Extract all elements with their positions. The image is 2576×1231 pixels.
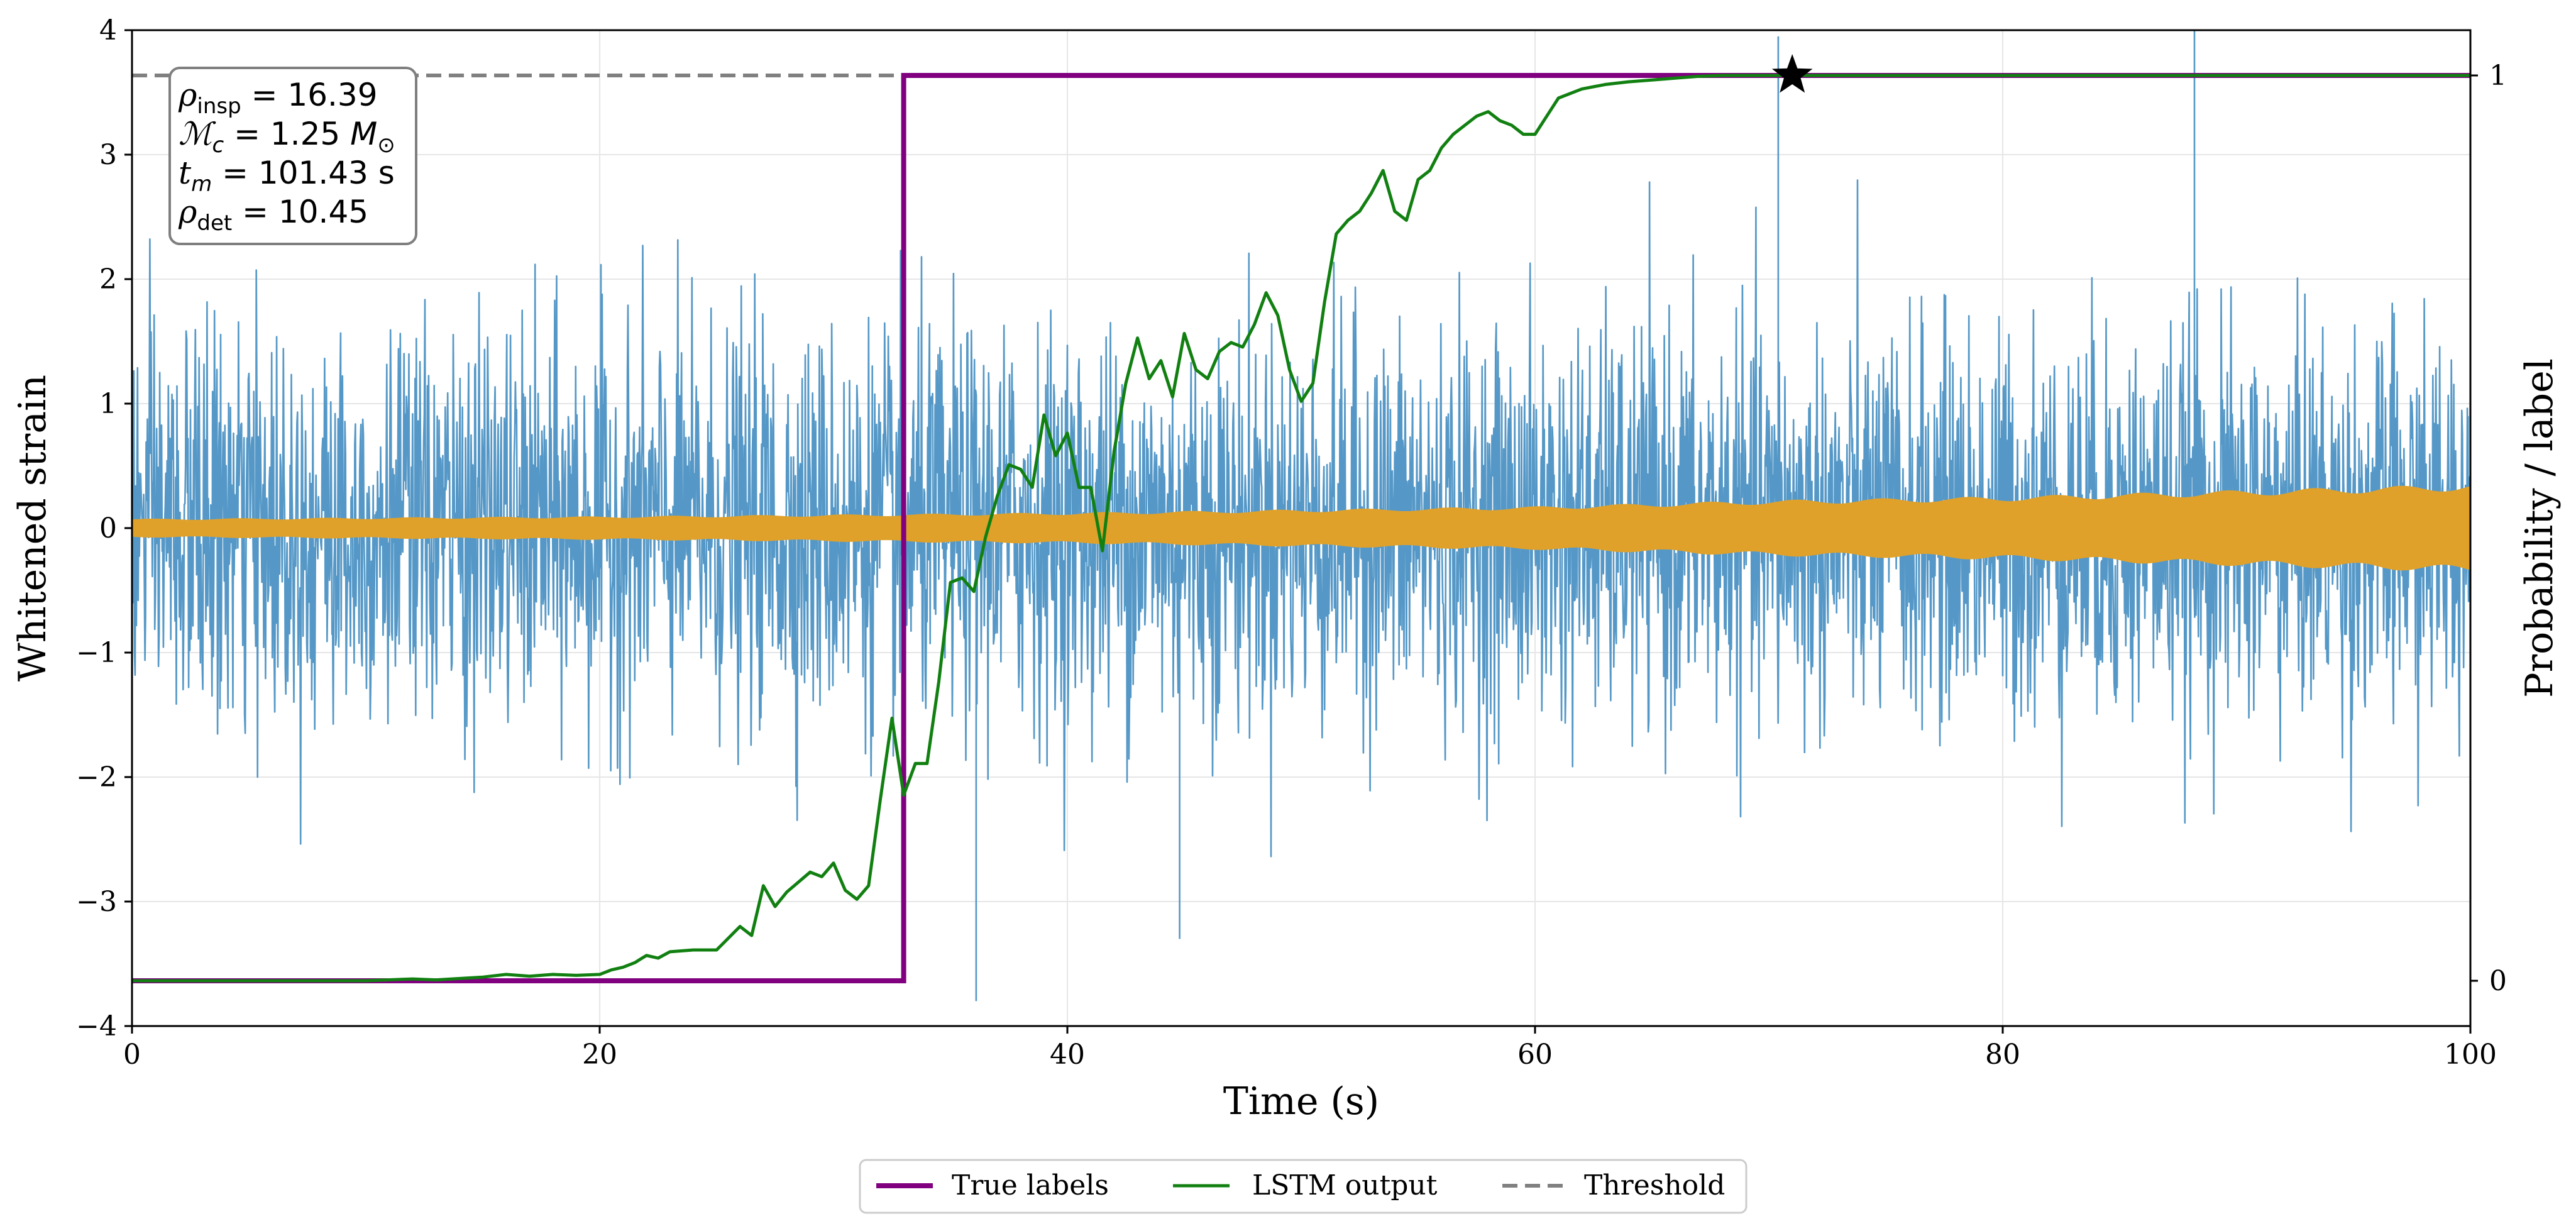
y-axis-label: Whitened strain [11,375,55,682]
y-tick-label: −3 [76,886,117,918]
y-right-tick-label: 0 [2489,965,2507,997]
y-tick-label: −2 [76,761,117,793]
annotation-rho-insp: ρinsp = 16.39 [178,77,378,119]
legend-lstm-label: LSTM output [1252,1169,1438,1201]
annotation-rho-det: ρdet = 10.45 [178,194,368,236]
true-labels-line [132,73,2470,983]
x-axis-label: Time (s) [1223,1079,1379,1123]
x-tick-label: 60 [1517,1039,1553,1071]
y-tick-label: −1 [76,637,117,669]
y-tick-label: 0 [99,512,117,544]
legend-true-labels-label: True labels [952,1169,1109,1201]
legend-threshold-label: Threshold [1584,1169,1725,1201]
y-right-axis-label: Probability / label [2518,358,2562,698]
y-tick-label: 3 [99,139,117,171]
x-tick-label: 0 [123,1039,141,1071]
annotation-box [168,67,417,245]
y-tick-label: 2 [99,263,117,295]
x-tick-label: 100 [2444,1039,2497,1071]
legend: True labels LSTM output Threshold [859,1159,1748,1214]
signal-series [132,485,2470,571]
signal-envelope [132,485,2470,571]
y-tick-label: 1 [99,388,117,420]
annotation-chirp-mass: ℳc = 1.25 M⊙ [179,116,395,158]
strain-series [132,30,2470,1002]
strain-line [132,30,2470,1002]
x-tick-label: 80 [1985,1039,2020,1071]
x-tick-label: 40 [1050,1039,1085,1071]
y-tick-label: −4 [76,1010,117,1042]
annotation-merger-time: tm = 101.43 s [179,155,395,197]
detection-star-marker [1771,54,1813,93]
legend-frame [859,1159,1748,1214]
y-tick-label: 4 [99,14,117,47]
lstm-output-line [132,74,2470,983]
x-tick-label: 20 [582,1039,617,1071]
parameter-annotation: ρinsp = 16.39 ℳc = 1.25 M⊙ tm = 101.43 s… [168,67,417,245]
probability-series [132,54,2470,983]
y-right-tick-label: 1 [2489,60,2507,92]
